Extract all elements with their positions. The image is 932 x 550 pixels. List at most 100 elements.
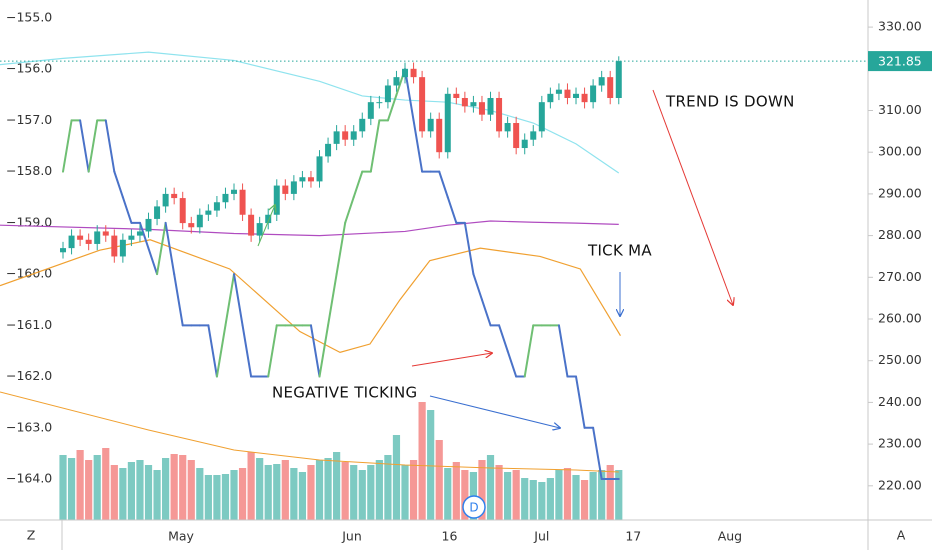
volume-bar	[392, 435, 401, 520]
y2-tick-label: 240.00	[878, 394, 922, 409]
volume-bar	[538, 482, 546, 520]
tick-line-segment	[335, 221, 347, 276]
volume-bar	[170, 454, 178, 520]
y2-tick-label: 330.00	[878, 19, 922, 34]
ticking-arrow	[429, 395, 560, 428]
volume-bar	[162, 458, 170, 520]
volume-bar	[615, 470, 623, 520]
candle-body	[205, 210, 212, 215]
volume-bar	[102, 448, 110, 520]
volume-bar	[196, 468, 204, 520]
volume-bar	[444, 468, 452, 520]
volume-bar	[290, 468, 298, 520]
candle-body	[478, 102, 485, 115]
candle-body	[342, 131, 349, 140]
tick-line-segment	[369, 119, 381, 173]
candle-body	[60, 248, 67, 253]
volume-bar	[435, 440, 443, 520]
tick-line-segment	[138, 221, 150, 250]
tick-line-segment	[575, 375, 586, 429]
candle-body	[171, 193, 178, 199]
candle-body	[290, 181, 297, 194]
volume-bar	[298, 472, 307, 520]
volume-bar	[59, 455, 67, 520]
candle-body	[521, 139, 528, 149]
volume-bar	[110, 465, 118, 520]
tick-line-segment	[173, 273, 184, 327]
candle-body	[188, 223, 195, 228]
y2-tick-label: 310.00	[878, 102, 922, 117]
candle-body	[470, 102, 477, 107]
plot-area: −155.0 −156.0 −157.0 −158.0 −159.0 −160.0 −161…	[0, 9, 868, 520]
candle-body	[179, 198, 186, 224]
candle-body	[85, 239, 92, 244]
volume-bar	[221, 474, 230, 520]
volume-bar	[119, 468, 127, 520]
candle-body	[273, 185, 280, 215]
tick-line-segment	[438, 170, 449, 199]
x-tick-label: 17	[625, 529, 641, 544]
candle-body	[316, 156, 323, 182]
volume-bar	[230, 470, 238, 520]
volume-bar	[461, 470, 469, 520]
candle-body	[436, 118, 443, 153]
candle-body	[239, 189, 246, 215]
volume-bar	[281, 460, 289, 520]
candle-body	[444, 93, 451, 153]
tick-line-segment	[318, 324, 330, 378]
interval-badge[interactable]	[462, 495, 486, 519]
y-tick-label: −155.0	[6, 9, 52, 24]
auto-scale-button[interactable]: A	[897, 528, 906, 543]
tick-line-segment	[498, 324, 509, 352]
tick-line-segment	[506, 349, 518, 378]
timezone-button[interactable]: Z	[27, 528, 36, 543]
volume-bar	[427, 410, 435, 520]
tick-line-segment	[121, 196, 133, 224]
y-tick-label: −160.0	[6, 266, 52, 281]
volume-bar	[136, 460, 144, 520]
y-tick-label: −159.0	[6, 214, 52, 229]
volume-ma	[0, 391, 619, 473]
y2-tick-label: 230.00	[878, 436, 922, 451]
tick-line-segment	[104, 119, 116, 173]
tick-line-segment	[241, 324, 253, 378]
volume-bar	[187, 460, 195, 520]
candle-body	[282, 185, 289, 194]
candle-body	[564, 89, 571, 98]
tick-line-segment	[87, 119, 99, 173]
interval-label[interactable]: D	[469, 501, 478, 515]
volume-bar	[521, 478, 529, 520]
volume-bar	[512, 470, 520, 520]
volume-bar	[315, 460, 324, 520]
candle-body	[538, 102, 545, 132]
tick-line-segment	[412, 119, 424, 173]
y2-tick-label: 250.00	[878, 352, 922, 367]
y2-tick-label: 270.00	[878, 269, 922, 284]
candle-body	[427, 118, 434, 132]
volume-bar	[504, 472, 512, 520]
candle-body	[162, 193, 169, 207]
y-tick-label: −163.0	[6, 419, 52, 434]
moving-average	[0, 239, 621, 354]
tick-line-segment	[147, 247, 159, 276]
y-tick-label: −158.0	[6, 163, 52, 178]
candle-body	[461, 97, 468, 107]
y-tick-label: −162.0	[6, 368, 52, 383]
reversal-arrow	[257, 205, 275, 247]
candle-body	[307, 177, 314, 182]
candle-body	[487, 97, 494, 115]
tick-line-segment	[557, 324, 569, 378]
volume-bar	[367, 465, 375, 520]
candle-body	[299, 177, 306, 182]
candle-body	[384, 85, 391, 103]
volume-bar	[452, 462, 460, 520]
tick-line-segment	[327, 273, 338, 327]
tick-line-segment	[309, 324, 321, 378]
y2-tick-label: 290.00	[878, 185, 922, 200]
y-tick-label: −164.0	[6, 471, 52, 486]
candle-body	[607, 77, 614, 98]
volume-bar	[127, 462, 136, 520]
candle-body	[128, 235, 135, 240]
candle-body	[598, 77, 605, 86]
